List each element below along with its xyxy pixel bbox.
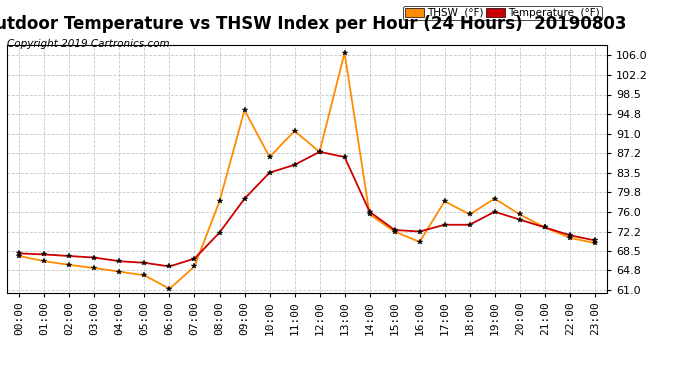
Legend: THSW  (°F), Temperature  (°F): THSW (°F), Temperature (°F) <box>403 6 602 20</box>
Text: Copyright 2019 Cartronics.com: Copyright 2019 Cartronics.com <box>7 39 170 50</box>
Text: Outdoor Temperature vs THSW Index per Hour (24 Hours)  20190803: Outdoor Temperature vs THSW Index per Ho… <box>0 15 627 33</box>
